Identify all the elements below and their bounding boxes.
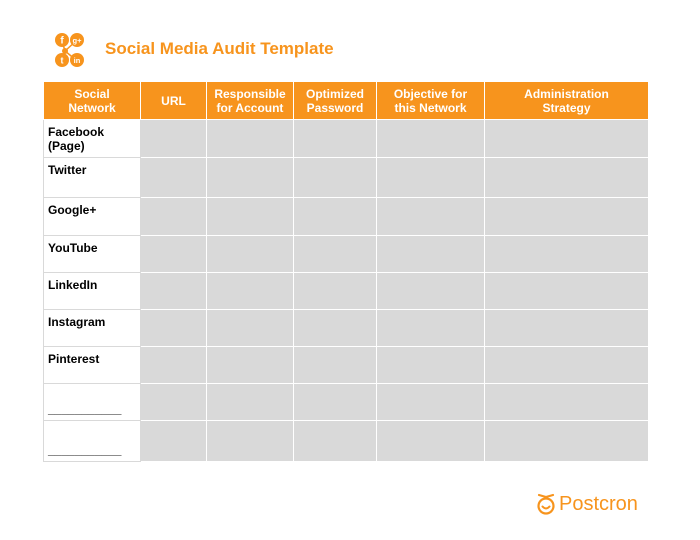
audit-table: Social Network URL Responsible for Accou…	[43, 81, 649, 462]
cell-responsible[interactable]	[206, 420, 294, 462]
cell-objective[interactable]	[376, 383, 485, 421]
column-header-password: Optimized Password	[293, 81, 377, 120]
table-row: Instagram	[43, 309, 649, 347]
google-plus-icon: g+	[70, 33, 84, 47]
cell-strategy[interactable]	[484, 272, 649, 310]
cell-url[interactable]	[140, 235, 207, 273]
row-label-instagram: Instagram	[43, 309, 141, 347]
cell-password[interactable]	[293, 119, 377, 158]
cell-password[interactable]	[293, 157, 377, 198]
table-row: YouTube	[43, 235, 649, 273]
svg-text:g+: g+	[73, 36, 83, 45]
cell-responsible[interactable]	[206, 119, 294, 158]
cell-strategy[interactable]	[484, 346, 649, 384]
cell-password[interactable]	[293, 420, 377, 462]
cell-strategy[interactable]	[484, 119, 649, 158]
row-label-text: Facebook (Page)	[48, 125, 105, 153]
table-row: LinkedIn	[43, 272, 649, 310]
row-label-facebook: Facebook (Page)	[43, 119, 141, 158]
cell-password[interactable]	[293, 272, 377, 310]
cell-objective[interactable]	[376, 309, 485, 347]
table-row: Pinterest	[43, 346, 649, 384]
cell-strategy[interactable]	[484, 197, 649, 236]
cell-responsible[interactable]	[206, 235, 294, 273]
cell-strategy[interactable]	[484, 157, 649, 198]
cell-objective[interactable]	[376, 119, 485, 158]
cell-password[interactable]	[293, 383, 377, 421]
postcron-logo: Postcron	[536, 492, 656, 516]
column-header-objective: Objective for this Network	[376, 81, 485, 120]
cell-strategy[interactable]	[484, 420, 649, 462]
cell-url[interactable]	[140, 197, 207, 236]
cell-responsible[interactable]	[206, 197, 294, 236]
table-row: Twitter	[43, 157, 649, 198]
cell-url[interactable]	[140, 272, 207, 310]
postcron-smile-icon	[537, 493, 555, 515]
table-row: ___________	[43, 420, 649, 462]
cell-password[interactable]	[293, 197, 377, 236]
cell-objective[interactable]	[376, 272, 485, 310]
brand-name: Postcron	[559, 493, 638, 515]
column-header-url: URL	[140, 81, 207, 120]
cell-url[interactable]	[140, 309, 207, 347]
table-header-row: Social Network URL Responsible for Accou…	[43, 81, 649, 120]
row-label-youtube: YouTube	[43, 235, 141, 273]
cell-responsible[interactable]	[206, 383, 294, 421]
column-header-strategy: Administration Strategy	[484, 81, 649, 120]
cell-objective[interactable]	[376, 235, 485, 273]
cell-url[interactable]	[140, 420, 207, 462]
cell-strategy[interactable]	[484, 309, 649, 347]
cell-url[interactable]	[140, 346, 207, 384]
cell-password[interactable]	[293, 309, 377, 347]
cell-password[interactable]	[293, 346, 377, 384]
linkedin-icon: in	[70, 53, 84, 67]
cell-url[interactable]	[140, 119, 207, 158]
table-row: ___________	[43, 383, 649, 421]
cell-url[interactable]	[140, 383, 207, 421]
cell-url[interactable]	[140, 157, 207, 198]
cell-responsible[interactable]	[206, 272, 294, 310]
twitter-icon: t	[55, 53, 69, 67]
svg-text:in: in	[74, 56, 81, 65]
cell-password[interactable]	[293, 235, 377, 273]
row-label-pinterest: Pinterest	[43, 346, 141, 384]
cell-strategy[interactable]	[484, 383, 649, 421]
facebook-icon: f	[55, 33, 69, 47]
cell-objective[interactable]	[376, 157, 485, 198]
row-label-twitter: Twitter	[43, 157, 141, 198]
row-label-google-plus: Google+	[43, 197, 141, 236]
social-icons-cluster: f g+ t in	[55, 33, 84, 67]
row-label-linkedin: LinkedIn	[43, 272, 141, 310]
svg-text:t: t	[61, 56, 64, 66]
svg-text:f: f	[60, 36, 64, 47]
column-header-social-network: Social Network	[43, 81, 141, 120]
cell-strategy[interactable]	[484, 235, 649, 273]
row-label-blank-line[interactable]: ___________	[43, 383, 141, 421]
cell-responsible[interactable]	[206, 157, 294, 198]
table-row: Facebook (Page)	[43, 119, 649, 158]
cell-responsible[interactable]	[206, 346, 294, 384]
cell-objective[interactable]	[376, 420, 485, 462]
column-header-responsible: Responsible for Account	[206, 81, 294, 120]
page-title: Social Media Audit Template	[105, 39, 334, 58]
row-label-blank-line[interactable]: ___________	[43, 420, 141, 462]
header: f g+ t in Social Media Audit Template	[52, 30, 452, 70]
table-row: Google+	[43, 197, 649, 236]
cell-objective[interactable]	[376, 346, 485, 384]
cell-responsible[interactable]	[206, 309, 294, 347]
cell-objective[interactable]	[376, 197, 485, 236]
